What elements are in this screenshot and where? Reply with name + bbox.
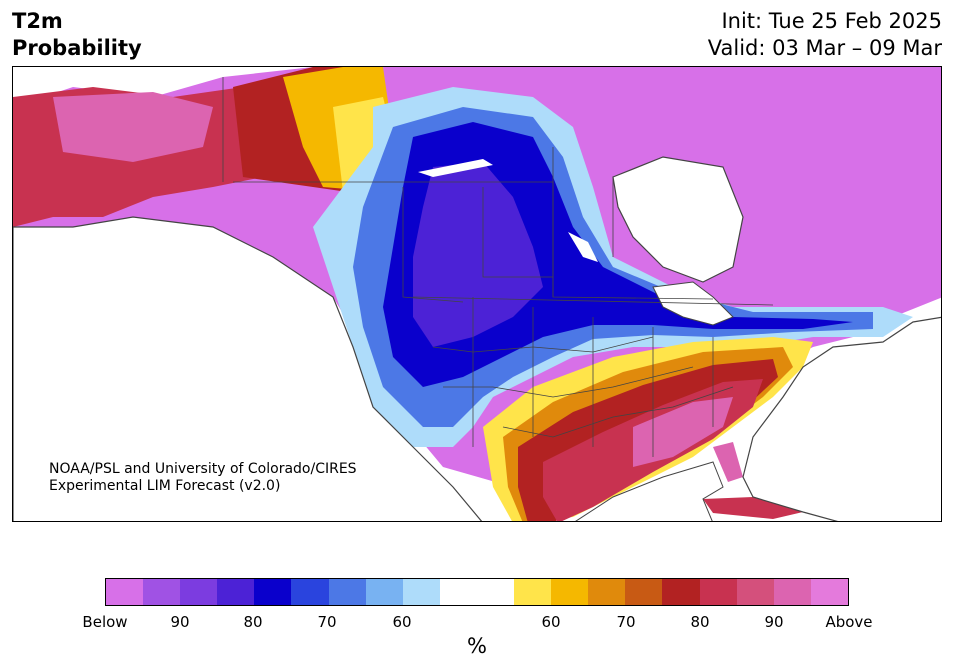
colorbar <box>105 578 849 606</box>
colorbar-segment <box>180 579 218 605</box>
colorbar-tick-label: 70 <box>616 613 636 631</box>
forecast-dates: Init: Tue 25 Feb 2025 Valid: 03 Mar – 09… <box>708 8 942 62</box>
colorbar-segment <box>254 579 292 605</box>
colorbar-segment <box>402 579 440 605</box>
region-southeast-peak <box>633 397 733 467</box>
colorbar-segment <box>217 579 255 605</box>
colorbar-tick-label: 80 <box>690 613 710 631</box>
credit-line-1: NOAA/PSL and University of Colorado/CIRE… <box>49 461 357 477</box>
title-product: Probability <box>12 36 142 60</box>
colorbar-segment <box>291 579 329 605</box>
pacific-ocean <box>13 216 483 521</box>
colorbar-segment <box>588 579 626 605</box>
probability-map <box>12 66 942 522</box>
colorbar-segment <box>514 579 552 605</box>
colorbar-segment <box>439 579 477 605</box>
region-alaska-core <box>53 92 213 162</box>
colorbar-segment <box>143 579 181 605</box>
gulf-of-mexico <box>575 461 724 521</box>
colorbar-segment <box>365 579 403 605</box>
lake-winnipeg <box>568 232 598 262</box>
colorbar-segment <box>736 579 774 605</box>
colorbar-segment <box>328 579 366 605</box>
colorbar-segment <box>662 579 700 605</box>
colorbar-segment <box>106 579 144 605</box>
init-date: Init: Tue 25 Feb 2025 <box>721 9 942 33</box>
colorbar-segment <box>476 579 515 605</box>
colorbar-tick-label: Above <box>825 613 873 631</box>
credit-line-2: Experimental LIM Forecast (v2.0) <box>49 478 281 494</box>
colorbar-tick-label: 80 <box>243 613 263 631</box>
map-title: T2m Probability <box>12 8 142 62</box>
atlantic-ocean <box>742 316 941 521</box>
hudson-bay <box>612 156 744 283</box>
colorbar-segment <box>551 579 589 605</box>
colorbar-tick-label: 90 <box>764 613 784 631</box>
colorbar-unit: % <box>467 634 487 658</box>
political-borders <box>222 77 774 457</box>
colorbar-segment <box>699 579 737 605</box>
colorbar-tick-label: 90 <box>170 613 190 631</box>
valid-date: Valid: 03 Mar – 09 Mar <box>707 36 942 60</box>
region-florida <box>713 442 743 482</box>
map-canvas <box>13 67 941 521</box>
colorbar-tick-label: 60 <box>392 613 412 631</box>
title-variable: T2m <box>12 9 63 33</box>
region-cuba <box>703 497 803 519</box>
colorbar-segment <box>810 579 848 605</box>
colorbar-segment <box>773 579 811 605</box>
map-credit: NOAA/PSL and University of Colorado/CIRE… <box>49 461 357 495</box>
colorbar-tick-label: Below <box>82 613 128 631</box>
colorbar-tick-label: 70 <box>317 613 337 631</box>
colorbar-tick-label: 60 <box>541 613 561 631</box>
great-slave-lake <box>418 159 493 177</box>
colorbar-segment <box>625 579 663 605</box>
